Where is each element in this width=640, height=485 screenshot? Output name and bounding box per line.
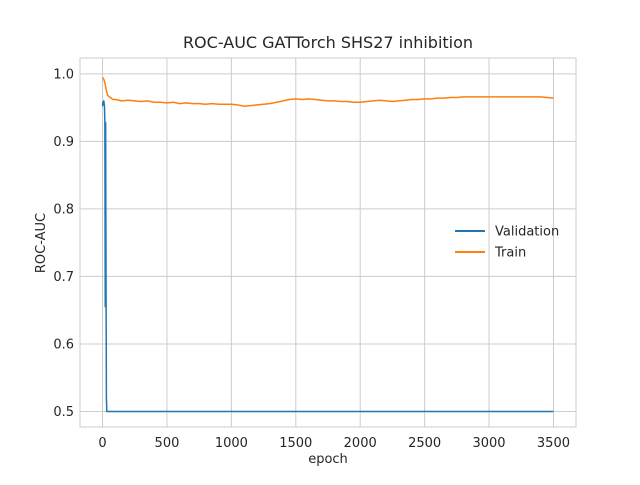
y-tick-label: 0.9	[53, 135, 74, 150]
y-axis-label: ROC-AUC	[34, 213, 49, 273]
x-tick-label: 3500	[537, 436, 570, 451]
y-tick-label: 0.6	[53, 337, 74, 352]
legend-label: Train	[494, 246, 526, 261]
x-tick-label: 3000	[472, 436, 505, 451]
series-line-train	[101, 76, 554, 108]
x-tick-label: 500	[155, 436, 180, 451]
plot-background	[80, 58, 576, 427]
y-tick-label: 0.5	[53, 405, 74, 420]
plot-area	[79, 57, 577, 428]
series-layer	[101, 76, 554, 413]
ticks: 0 500 1000 1500 2000 2500 3000 3500 0.5 0.6 0.7 0.8…	[53, 67, 570, 451]
x-tick-label: 2500	[408, 436, 441, 451]
y-tick-label: 1.0	[53, 67, 74, 82]
series-line-validation	[101, 100, 554, 413]
x-tick-label: 2000	[344, 436, 377, 451]
x-axis-label: epoch	[308, 452, 348, 467]
chart-title: ROC-AUC GATTorch SHS27 inhibition	[183, 33, 473, 52]
y-tick-label: 0.8	[53, 202, 74, 217]
x-tick-label: 0	[98, 436, 106, 451]
x-tick-label: 1500	[279, 436, 312, 451]
x-tick-label: 1000	[215, 436, 248, 451]
legend: Validation Train	[455, 225, 559, 261]
plot-frame	[79, 57, 577, 428]
y-tick-label: 0.7	[53, 270, 74, 285]
legend-label: Validation	[495, 225, 559, 240]
